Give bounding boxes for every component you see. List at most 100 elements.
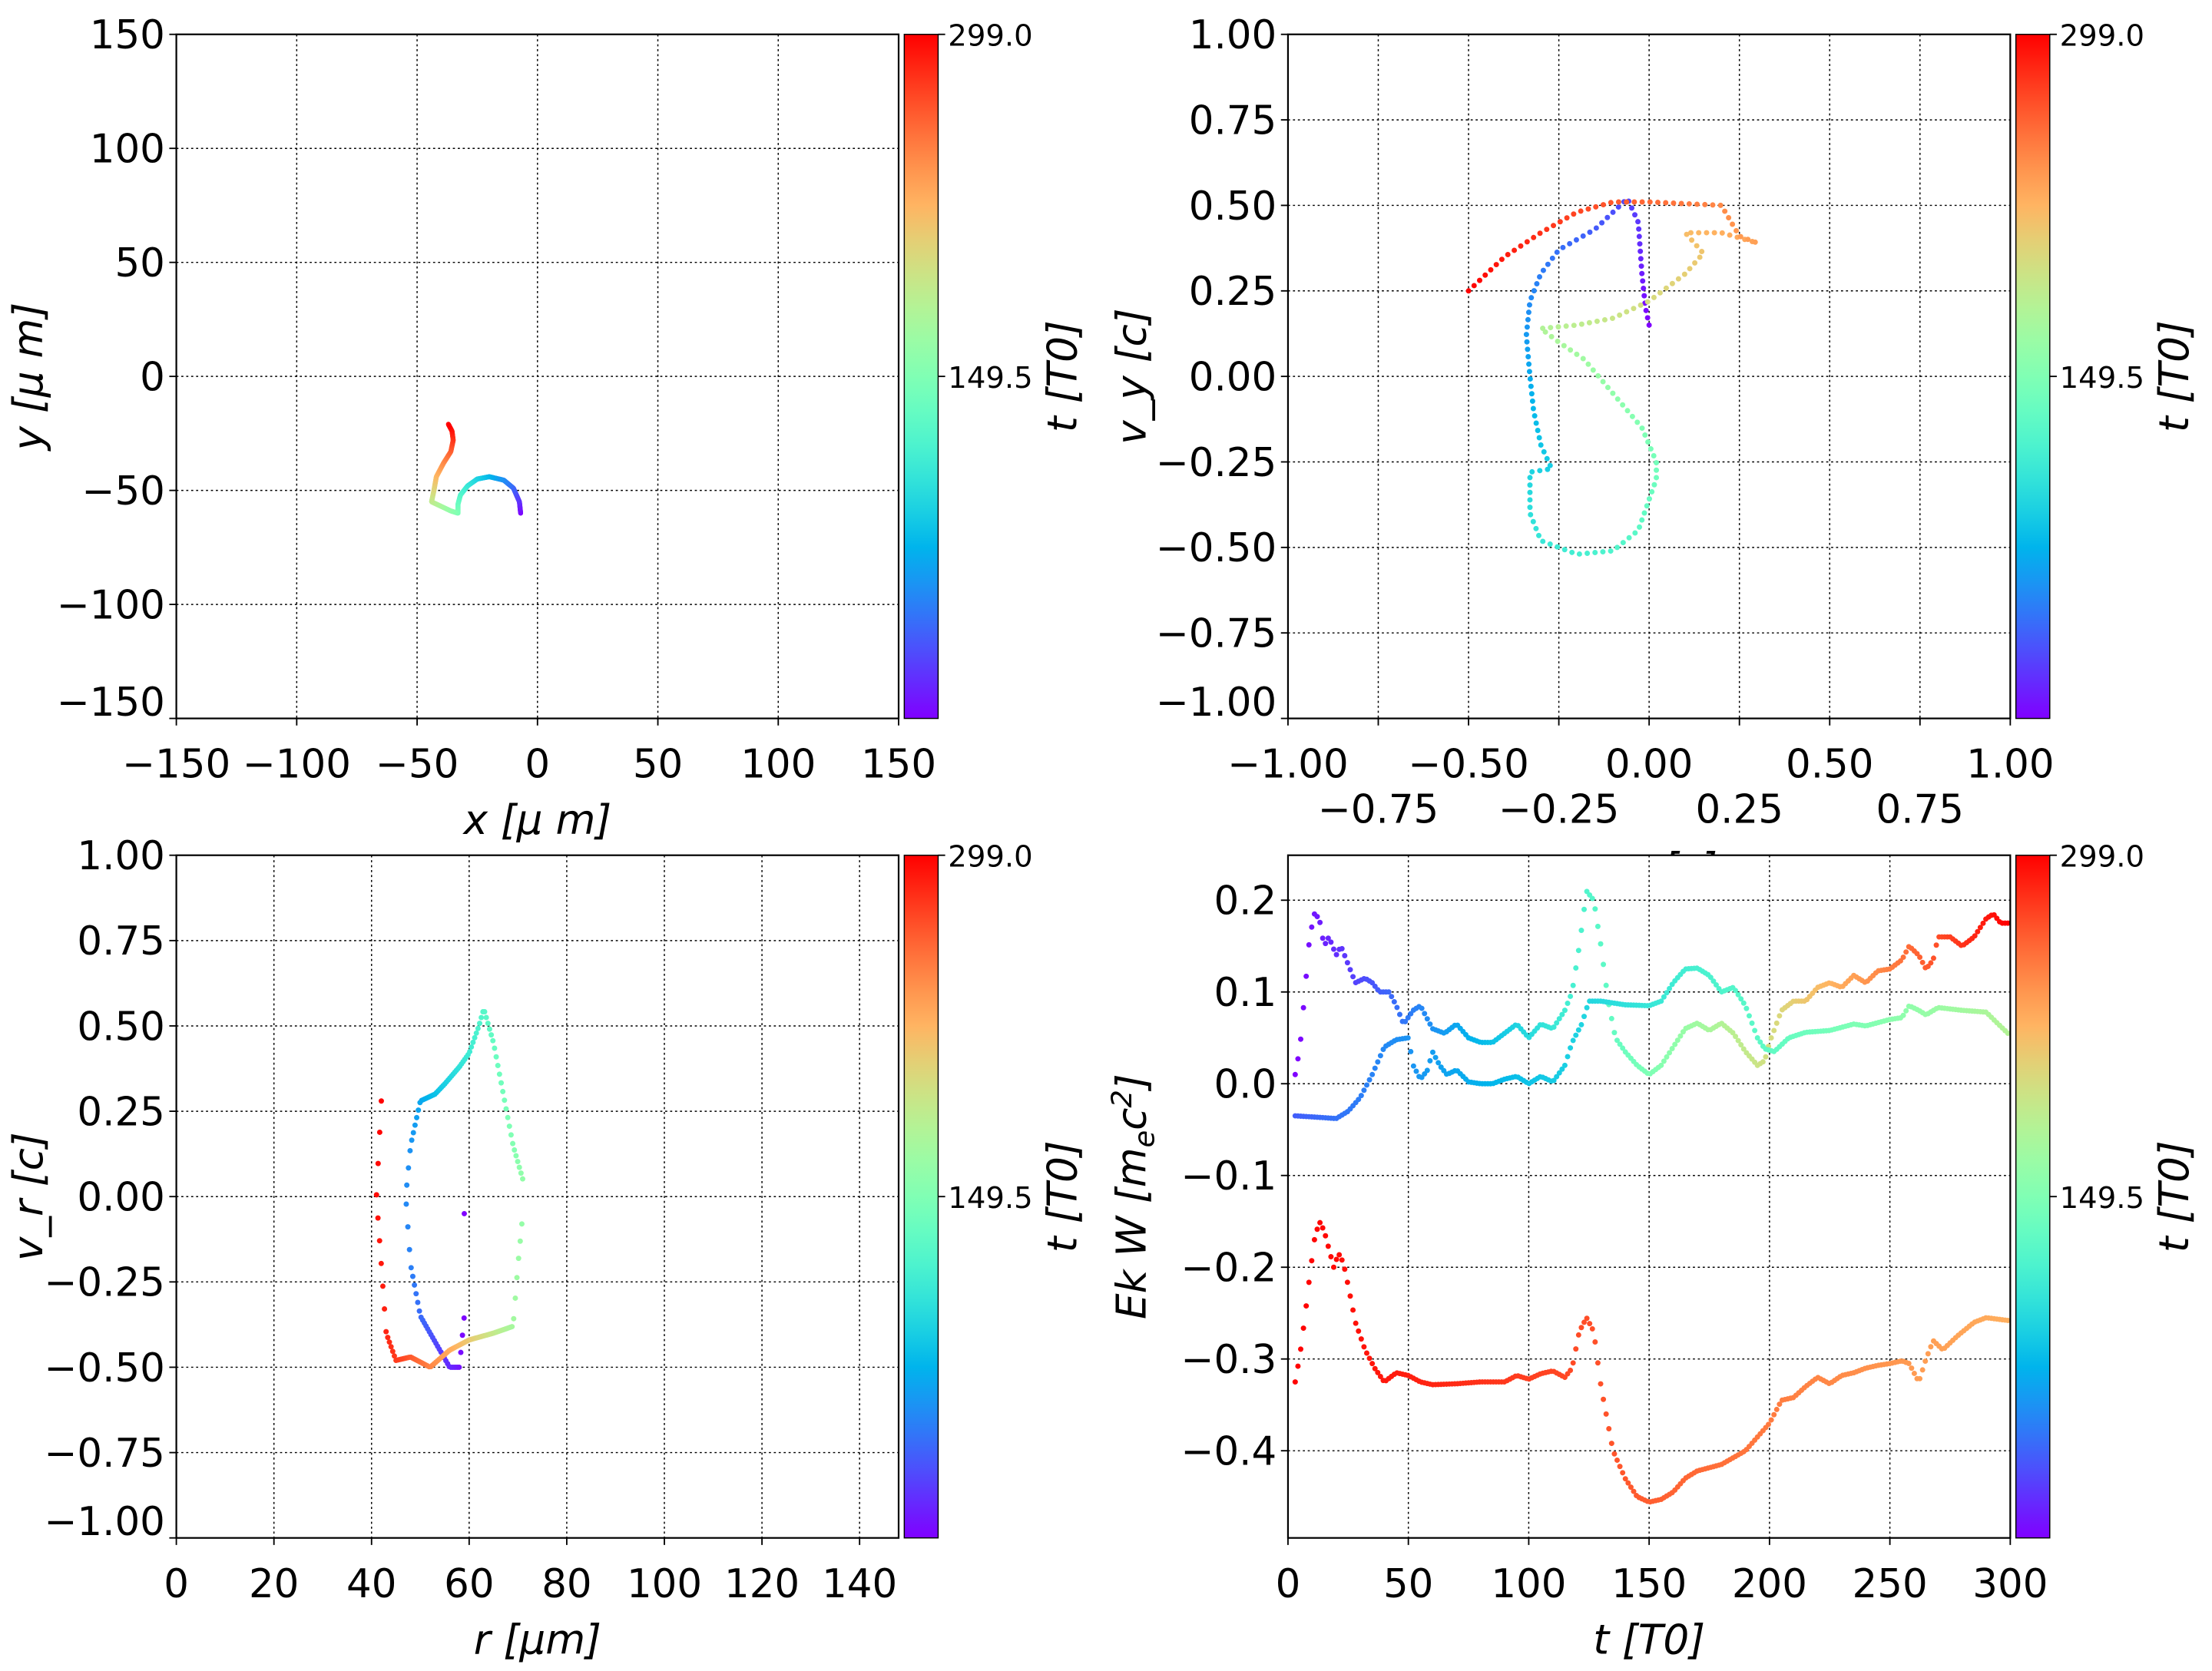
- scatter-point: [1599, 220, 1605, 226]
- series-2-point: [1584, 1004, 1590, 1011]
- series-1-point: [1601, 961, 1607, 968]
- series-3-point: [1568, 1368, 1574, 1373]
- scatter-point: [1694, 201, 1700, 207]
- scatter-point: [1540, 267, 1546, 273]
- scatter-point: [1524, 339, 1530, 345]
- scatter-point: [1465, 288, 1472, 294]
- scatter-point: [1615, 199, 1621, 205]
- series-3-point: [1344, 1279, 1350, 1286]
- y-tick-label: −0.75: [44, 1431, 165, 1477]
- scatter-point: [1585, 361, 1591, 367]
- colorbar: [2015, 854, 2051, 1539]
- scatter-point: [1524, 239, 1530, 245]
- scatter-point: [1654, 467, 1660, 473]
- scatter-point: [1547, 462, 1553, 468]
- scatter-point: [483, 1014, 489, 1021]
- scatter-point: [1594, 318, 1600, 324]
- scatter-point: [1631, 306, 1637, 312]
- series-3-point: [1361, 1344, 1367, 1350]
- y-tick-label: 50: [114, 240, 164, 286]
- series-3-point: [1592, 1338, 1598, 1345]
- scatter-point: [1535, 428, 1541, 434]
- scatter-point: [1530, 518, 1536, 524]
- series-3-point: [1570, 1360, 1576, 1366]
- scatter-point: [1541, 448, 1547, 455]
- y-axis-label: Ek W [mec2]: [1105, 1074, 1161, 1319]
- colorbar-label: t [T0]: [2151, 320, 2198, 432]
- scatter-point: [1527, 475, 1533, 481]
- scatter-point: [1587, 229, 1593, 235]
- scatter-point: [518, 1170, 524, 1176]
- scatter-point: [1528, 383, 1534, 389]
- series-3-point: [1603, 1411, 1609, 1417]
- series-1-point: [1389, 994, 1395, 1000]
- scatter-point: [520, 1176, 525, 1182]
- series-1-point: [1422, 1011, 1428, 1017]
- series-3-point: [1375, 1369, 1381, 1375]
- scatter-point: [1528, 511, 1534, 518]
- series-1-point: [1928, 960, 1934, 966]
- plot-2: [1280, 33, 2057, 726]
- scatter-point: [1569, 549, 1575, 555]
- scatter-point: [1614, 396, 1621, 402]
- scatter-point: [1719, 230, 1725, 236]
- scatter-point: [1635, 219, 1641, 225]
- scatter-point: [515, 1256, 522, 1262]
- scatter-point: [376, 1129, 382, 1135]
- scatter-point: [1620, 540, 1626, 546]
- series-1-point: [1608, 1015, 1614, 1021]
- scatter-point: [1610, 209, 1616, 215]
- scatter-point: [388, 1344, 394, 1350]
- colorbar-tick-label: 299.0: [2060, 18, 2144, 53]
- y-tick-label: −0.25: [44, 1260, 165, 1306]
- scatter-point: [406, 1246, 412, 1252]
- series-3-point: [1777, 1401, 1783, 1408]
- series-1-point: [1977, 925, 1983, 931]
- scatter-point: [1482, 272, 1488, 278]
- scatter-point: [1609, 316, 1615, 322]
- scatter-point: [410, 1130, 416, 1136]
- scatter-point: [1548, 333, 1555, 339]
- series-2-point: [1413, 1068, 1419, 1074]
- scatter-point: [1557, 219, 1563, 225]
- series-1-point: [1551, 1024, 1557, 1030]
- scatter-point: [1646, 322, 1652, 328]
- scatter-point: [1576, 551, 1582, 557]
- series-1-point: [1733, 1034, 1739, 1040]
- scatter-point: [1734, 227, 1740, 233]
- series-2-point: [1372, 1065, 1378, 1071]
- scatter-point: [1624, 408, 1631, 414]
- series-1-point: [1614, 1037, 1620, 1044]
- colorbar: [2015, 34, 2051, 720]
- scatter-point: [1638, 263, 1644, 270]
- scatter-point: [386, 1339, 392, 1345]
- series-1-point: [1331, 946, 1336, 952]
- scatter-point: [409, 1273, 416, 1279]
- x-tick-label: 0.75: [1876, 786, 1964, 832]
- scatter-point: [1536, 435, 1542, 441]
- scatter-point: [1536, 532, 1541, 538]
- series-3-point: [2005, 1318, 2011, 1324]
- series-2-point: [1432, 1054, 1439, 1061]
- scatter-point: [1533, 525, 1539, 531]
- scatter-point: [1555, 324, 1561, 330]
- scatter-point: [1694, 243, 1700, 249]
- series-3-point: [1328, 1254, 1334, 1260]
- scatter-point: [1525, 309, 1532, 316]
- scatter-point: [478, 1014, 485, 1021]
- series-1-point: [1735, 1037, 1741, 1044]
- series-2-point: [1358, 1093, 1364, 1099]
- series-2-point: [1707, 974, 1714, 981]
- scatter-point: [1614, 544, 1621, 551]
- x-tick-label: 50: [633, 742, 683, 788]
- scatter-point: [1675, 276, 1681, 282]
- series-1-point: [1768, 1035, 1774, 1041]
- series-1-point: [1617, 1041, 1623, 1047]
- scatter-point: [1699, 249, 1705, 254]
- x-axis-label: x [μ m]: [462, 796, 611, 844]
- scatter-point: [1584, 550, 1591, 556]
- scatter-point: [1526, 369, 1532, 375]
- series-2-point: [1369, 1071, 1376, 1077]
- series-1-point: [2005, 920, 2011, 926]
